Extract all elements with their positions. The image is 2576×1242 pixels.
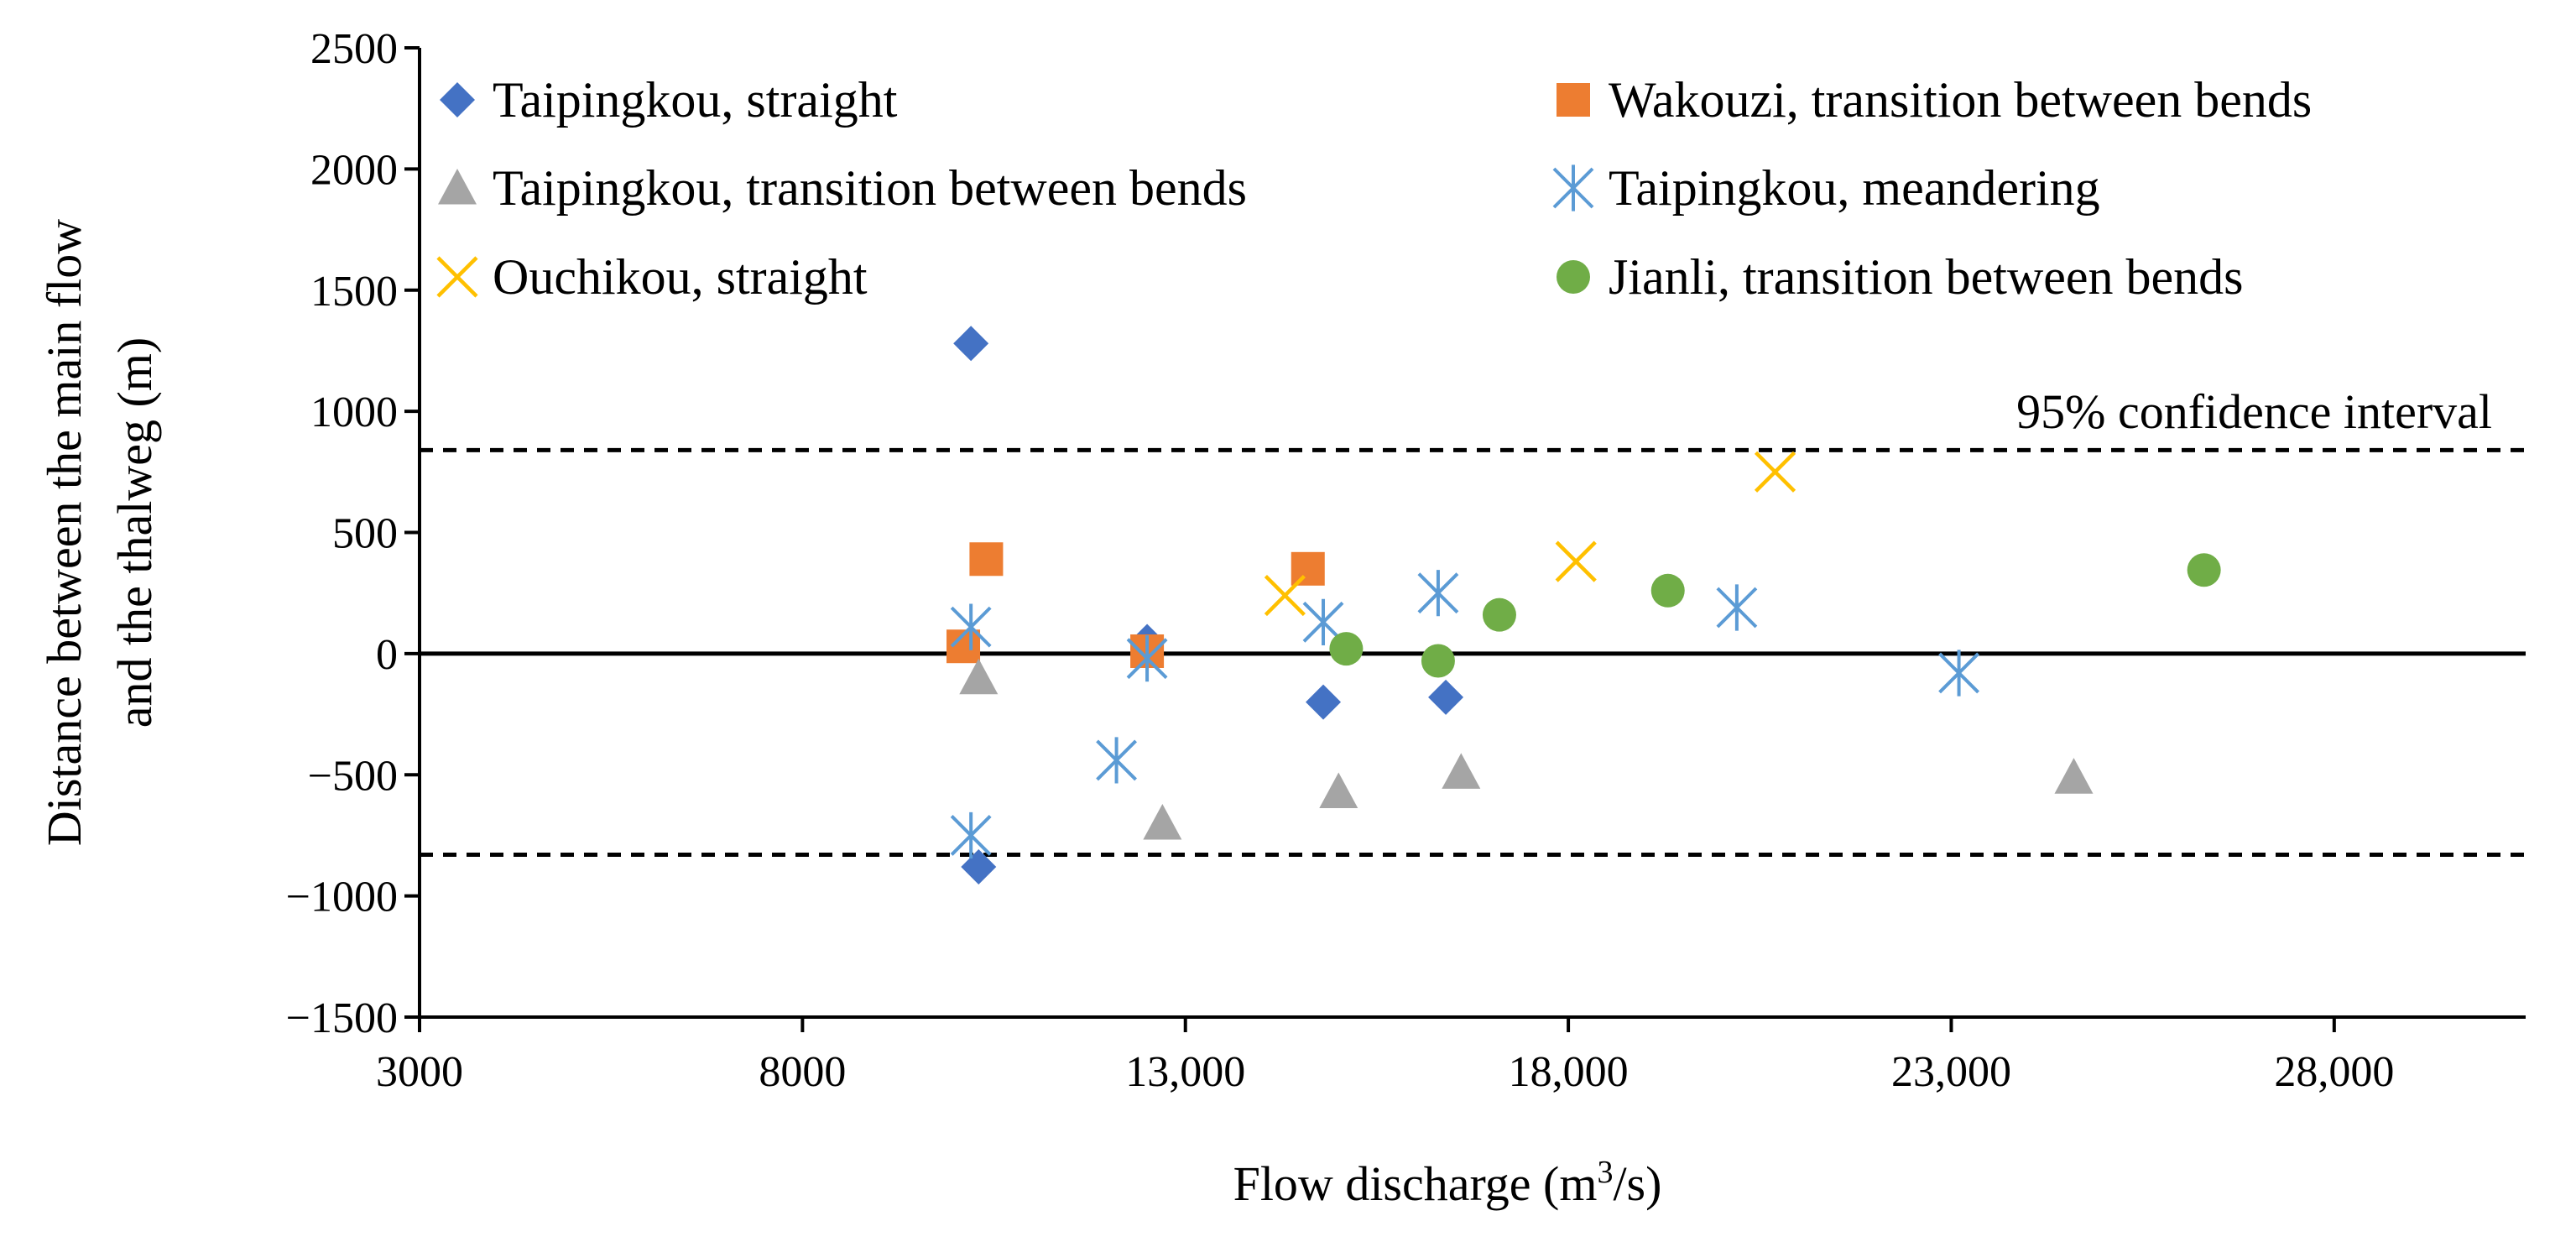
y-tick-label: −500 bbox=[308, 752, 398, 800]
y-tick-label: 2000 bbox=[310, 146, 398, 194]
series-0 bbox=[953, 326, 1464, 885]
data-point bbox=[1291, 551, 1325, 586]
y-axis-title-line2: and the thalweg (m) bbox=[107, 337, 162, 728]
data-point bbox=[1428, 679, 1464, 715]
data-point bbox=[950, 811, 992, 859]
legend-label: Taipingkou, transition between bends bbox=[493, 160, 1247, 216]
legend-marker bbox=[1557, 83, 1590, 117]
legend-label: Taipingkou, meandering bbox=[1609, 160, 2100, 216]
data-point bbox=[1482, 598, 1516, 632]
legend-marker bbox=[440, 82, 475, 117]
data-point bbox=[1329, 632, 1364, 666]
x-tick-label: 13,000 bbox=[1125, 1048, 1245, 1096]
data-point bbox=[1555, 540, 1597, 582]
x-tick-label: 8000 bbox=[759, 1048, 846, 1096]
legend-label: Ouchikou, straight bbox=[493, 249, 868, 305]
data-point bbox=[953, 326, 989, 362]
legend-marker bbox=[438, 169, 477, 205]
data-point bbox=[1264, 574, 1306, 617]
series-2 bbox=[959, 658, 2094, 840]
data-point bbox=[1126, 635, 1168, 682]
data-point bbox=[1143, 804, 1182, 840]
y-axis-title-line1: Distance between the main flow bbox=[37, 219, 91, 846]
legend-marker bbox=[1552, 164, 1594, 211]
y-tick-label: −1000 bbox=[286, 874, 398, 921]
x-tick-label: 23,000 bbox=[1891, 1048, 2011, 1096]
data-point bbox=[1716, 584, 1758, 631]
data-point bbox=[1442, 753, 1481, 789]
y-tick-label: 0 bbox=[376, 631, 398, 679]
x-axis-title: Flow discharge (m3/s) bbox=[1233, 1155, 1662, 1211]
x-tick-label: 28,000 bbox=[2274, 1048, 2394, 1096]
y-tick-label: 2500 bbox=[310, 25, 398, 73]
data-point bbox=[959, 658, 999, 695]
legend-marker bbox=[1557, 260, 1590, 294]
legend-entry: Wakouzi, transition between bends bbox=[1557, 72, 2312, 128]
data-point bbox=[1650, 573, 1685, 608]
legend-entry: Taipingkou, straight bbox=[440, 72, 898, 128]
legend-marker bbox=[436, 256, 478, 298]
x-tick-label: 3000 bbox=[376, 1048, 463, 1096]
legend-label: Taipingkou, straight bbox=[493, 72, 898, 128]
y-tick-label: 500 bbox=[332, 510, 398, 558]
data-point bbox=[1306, 684, 1342, 720]
data-point bbox=[1421, 644, 1455, 678]
series-4 bbox=[1264, 451, 1796, 617]
x-tick-label: 18,000 bbox=[1509, 1048, 1629, 1096]
data-point bbox=[1938, 650, 1979, 697]
legend-entry: Jianli, transition between bends bbox=[1557, 249, 2244, 305]
data-point bbox=[2054, 758, 2094, 794]
data-point bbox=[950, 603, 992, 650]
confidence-annotation: 95% confidence interval bbox=[2016, 384, 2492, 439]
data-point bbox=[1096, 737, 1137, 784]
data-point bbox=[1319, 772, 1358, 809]
y-tick-label: −1500 bbox=[286, 994, 398, 1042]
y-tick-label: 1000 bbox=[310, 389, 398, 436]
legend-label: Jianli, transition between bends bbox=[1609, 249, 2244, 305]
series-3 bbox=[950, 570, 1979, 859]
series-5 bbox=[1329, 553, 2221, 678]
legend-entry: Taipingkou, meandering bbox=[1552, 160, 2100, 216]
y-tick-label: 1500 bbox=[310, 268, 398, 316]
data-point bbox=[1302, 598, 1344, 645]
data-point bbox=[2187, 553, 2221, 587]
data-point bbox=[1754, 451, 1796, 493]
legend-entry: Taipingkou, transition between bends bbox=[438, 160, 1247, 216]
data-point bbox=[1417, 570, 1459, 617]
data-point bbox=[969, 542, 1004, 577]
legend-entry: Ouchikou, straight bbox=[436, 249, 868, 305]
legend-label: Wakouzi, transition between bends bbox=[1609, 72, 2312, 128]
